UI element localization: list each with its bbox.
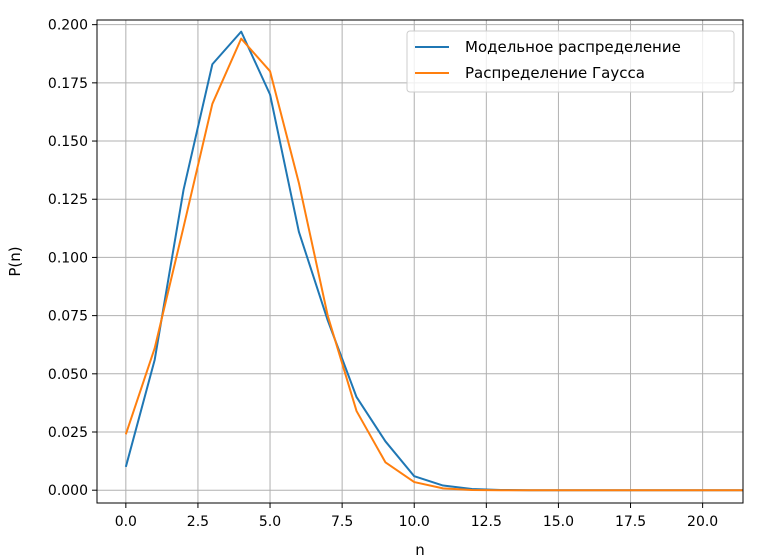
y-tick-label: 0.000: [48, 483, 88, 499]
y-axis: 0.000 0.025 0.050 0.075 0.100 0.125 0.150 0.175…: [48, 18, 97, 499]
x-tick-label: 12.5: [471, 514, 502, 530]
plot-area-frame: [96, 19, 744, 504]
x-axis-label: n: [415, 541, 425, 559]
y-tick-label: 0.125: [48, 192, 88, 208]
y-tick-label: 0.075: [48, 309, 88, 325]
x-tick-label: 2.5: [187, 514, 209, 530]
y-axis-label: P(n): [6, 246, 24, 276]
y-tick-label: 0.100: [48, 250, 88, 266]
x-tick-label: 20.0: [687, 514, 718, 530]
x-tick-label: 10.0: [399, 514, 430, 530]
legend-label-gauss: Распределение Гаусса: [465, 64, 645, 82]
x-tick-label: 0.0: [115, 514, 137, 530]
y-tick-label: 0.175: [48, 76, 88, 92]
legend-box: [406, 30, 735, 93]
series-line-gauss: [124, 37, 743, 492]
x-axis: 0.0 2.5 5.0 7.5 10.0 12.5 15.0 17.5 20.0: [115, 503, 718, 530]
series-layer: [124, 30, 743, 492]
y-tick-label: 0.150: [48, 134, 88, 150]
y-tick-label: 0.200: [48, 18, 88, 34]
x-tick-label: 15.0: [543, 514, 574, 530]
x-tick-label: 17.5: [615, 514, 646, 530]
series-line-model: [124, 30, 743, 492]
x-tick-label: 5.0: [259, 514, 281, 530]
legend-label-model: Модельное распределение: [465, 38, 681, 56]
x-tick-label: 7.5: [331, 514, 353, 530]
legend: Модельное распределение Распределение Га…: [406, 30, 735, 93]
y-tick-label: 0.050: [48, 367, 88, 383]
y-tick-label: 0.025: [48, 425, 88, 441]
